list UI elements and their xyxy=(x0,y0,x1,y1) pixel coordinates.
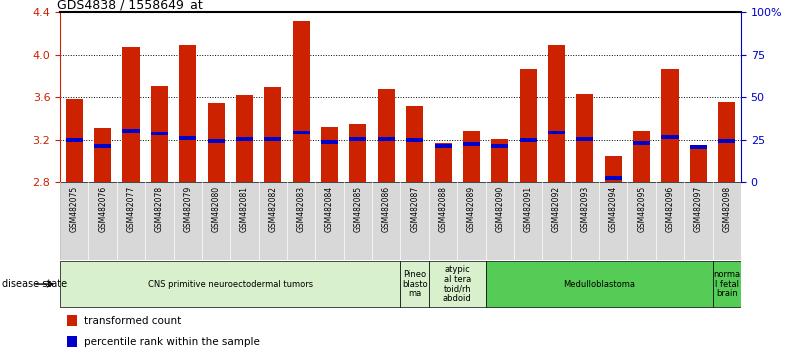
Text: GSM482087: GSM482087 xyxy=(410,186,419,232)
Text: GSM482086: GSM482086 xyxy=(382,186,391,232)
Text: norma
l fetal
brain: norma l fetal brain xyxy=(713,270,740,298)
Bar xyxy=(292,131,310,134)
Bar xyxy=(349,137,366,141)
Bar xyxy=(66,138,83,142)
FancyBboxPatch shape xyxy=(60,182,741,260)
Bar xyxy=(264,137,281,141)
Bar xyxy=(662,135,678,138)
Text: GSM482089: GSM482089 xyxy=(467,186,476,232)
Text: GSM482081: GSM482081 xyxy=(240,186,249,232)
Text: GSM482085: GSM482085 xyxy=(353,186,362,232)
Bar xyxy=(179,45,196,182)
Bar xyxy=(207,103,224,182)
Text: GDS4838 / 1558649_at: GDS4838 / 1558649_at xyxy=(57,0,203,11)
Bar xyxy=(406,106,423,182)
Text: percentile rank within the sample: percentile rank within the sample xyxy=(84,337,260,347)
Text: Pineo
blasto
ma: Pineo blasto ma xyxy=(402,270,428,298)
Text: GSM482084: GSM482084 xyxy=(325,186,334,232)
Bar xyxy=(292,21,310,182)
Bar xyxy=(690,147,706,182)
Text: transformed count: transformed count xyxy=(84,316,181,326)
Text: GSM482097: GSM482097 xyxy=(694,186,702,233)
Bar xyxy=(378,89,395,182)
Bar xyxy=(406,138,423,142)
FancyBboxPatch shape xyxy=(60,261,400,307)
Bar xyxy=(463,131,480,182)
Bar xyxy=(605,156,622,182)
Text: GSM482082: GSM482082 xyxy=(268,186,277,232)
FancyBboxPatch shape xyxy=(713,261,741,307)
Bar xyxy=(491,144,509,148)
Bar xyxy=(151,86,168,182)
Bar xyxy=(67,336,77,347)
Bar xyxy=(123,130,139,133)
Bar xyxy=(264,87,281,182)
Bar xyxy=(605,176,622,180)
Bar xyxy=(548,131,565,134)
Text: GSM482092: GSM482092 xyxy=(552,186,561,232)
Bar xyxy=(349,124,366,182)
Bar xyxy=(236,137,253,141)
Text: disease state: disease state xyxy=(2,279,67,289)
Bar xyxy=(151,132,168,135)
Bar xyxy=(491,139,509,182)
Text: GSM482093: GSM482093 xyxy=(581,186,590,233)
Bar xyxy=(321,140,338,144)
Bar xyxy=(577,94,594,182)
Text: GSM482076: GSM482076 xyxy=(99,186,107,233)
Text: GSM482090: GSM482090 xyxy=(495,186,505,233)
Bar xyxy=(236,95,253,182)
Bar xyxy=(123,47,139,182)
Bar xyxy=(718,102,735,182)
Bar xyxy=(662,69,678,182)
Text: GSM482096: GSM482096 xyxy=(666,186,674,233)
Text: GSM482075: GSM482075 xyxy=(70,186,78,233)
Text: GSM482091: GSM482091 xyxy=(524,186,533,232)
Bar xyxy=(207,139,224,143)
Bar xyxy=(633,131,650,182)
Bar xyxy=(66,99,83,182)
FancyBboxPatch shape xyxy=(485,261,713,307)
Bar xyxy=(95,144,111,148)
Bar xyxy=(434,143,452,182)
Text: GSM482077: GSM482077 xyxy=(127,186,135,233)
Bar xyxy=(690,145,706,149)
Text: GSM482080: GSM482080 xyxy=(211,186,220,232)
Text: atypic
al tera
toid/rh
abdoid: atypic al tera toid/rh abdoid xyxy=(443,265,472,303)
FancyBboxPatch shape xyxy=(429,261,485,307)
Bar xyxy=(520,69,537,182)
Bar xyxy=(577,137,594,141)
Bar xyxy=(95,128,111,182)
Text: GSM482094: GSM482094 xyxy=(609,186,618,233)
Text: GSM482079: GSM482079 xyxy=(183,186,192,233)
Bar xyxy=(378,137,395,141)
Bar xyxy=(633,141,650,145)
Text: GSM482088: GSM482088 xyxy=(439,186,448,232)
Text: GSM482098: GSM482098 xyxy=(723,186,731,232)
Bar xyxy=(520,138,537,142)
Text: GSM482083: GSM482083 xyxy=(296,186,306,232)
Text: GSM482078: GSM482078 xyxy=(155,186,164,232)
Bar xyxy=(179,136,196,139)
Bar xyxy=(718,139,735,143)
Bar xyxy=(67,315,77,326)
Text: Medulloblastoma: Medulloblastoma xyxy=(563,280,635,289)
Text: GSM482095: GSM482095 xyxy=(637,186,646,233)
Bar xyxy=(434,144,452,148)
Bar xyxy=(548,45,565,182)
Bar xyxy=(321,127,338,182)
FancyBboxPatch shape xyxy=(400,261,429,307)
Bar xyxy=(463,142,480,146)
Text: CNS primitive neuroectodermal tumors: CNS primitive neuroectodermal tumors xyxy=(147,280,313,289)
